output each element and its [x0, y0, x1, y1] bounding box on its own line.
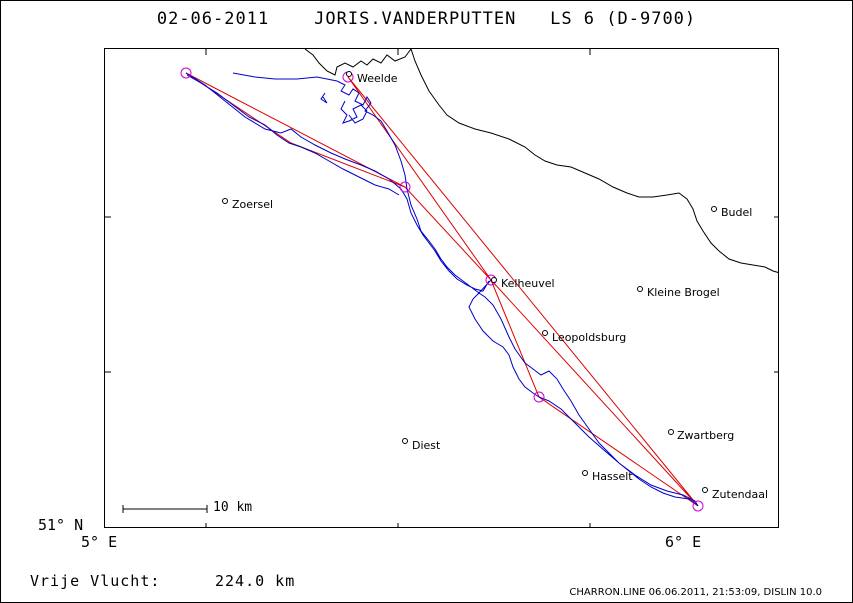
place-markers — [222, 71, 717, 493]
national-border — [304, 49, 778, 273]
marker-diest — [402, 438, 408, 444]
distance-label: Vrije Vlucht: — [30, 572, 161, 590]
place-leopoldsburg: Leopoldsburg — [552, 331, 627, 344]
pilot-name: JORIS.VANDERPUTTEN — [314, 9, 517, 29]
flight-date: 02-06-2011 — [156, 9, 270, 29]
scale-label: 10 km — [213, 500, 253, 515]
marker-kleine-brogel — [637, 286, 643, 292]
place-diest: Diest — [412, 439, 441, 452]
marker-zoersel — [222, 198, 228, 204]
place-zwartberg: Zwartberg — [677, 429, 735, 442]
page-title: 02-06-2011 JORIS.VANDERPUTTEN LS 6 (D-97… — [0, 9, 853, 29]
marker-leopoldsburg — [542, 330, 548, 336]
marker-budel — [711, 206, 717, 212]
marker-hasselt — [582, 470, 588, 476]
place-budel: Budel — [721, 206, 753, 219]
latitude-label: 51° N — [38, 516, 84, 534]
flight-track — [185, 72, 699, 507]
marker-kelheuvel — [491, 277, 497, 283]
turnpoints — [180, 67, 704, 512]
marker-weelde — [346, 71, 352, 77]
place-weelde: Weelde — [357, 72, 398, 85]
task-line — [185, 72, 699, 507]
marker-zwartberg — [668, 429, 674, 435]
place-zoersel: Zoersel — [232, 198, 274, 211]
place-hasselt: Hasselt — [592, 470, 633, 483]
scale-bar — [122, 505, 208, 513]
longitude-label-right: 6° E — [665, 533, 702, 551]
map-panel — [104, 48, 779, 528]
place-kleine-brogel: Kleine Brogel — [647, 286, 720, 299]
footer-credit: CHARRON.LINE 06.06.2011, 21:53:09, DISLI… — [569, 587, 822, 598]
glider-type: LS 6 (D-9700) — [550, 9, 697, 29]
marker-zutendaal — [702, 487, 708, 493]
axis-ticks — [105, 49, 778, 527]
distance-value: 224.0 km — [215, 572, 296, 590]
map-canvas — [105, 49, 778, 527]
longitude-label-left: 5° E — [81, 533, 118, 551]
place-kelheuvel: Kelheuvel — [501, 277, 555, 290]
place-zutendaal: Zutendaal — [712, 488, 769, 501]
